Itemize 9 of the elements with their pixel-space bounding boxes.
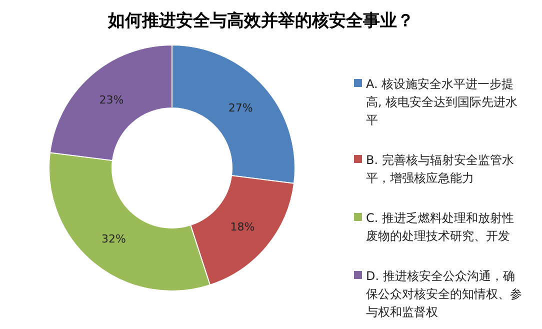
legend-label: D. 推进核安全公众沟通，确保公众对核安全的知情权、参与权和监督权 bbox=[366, 269, 522, 319]
legend-label: B. 完善核与辐射安全监管水平，增强核应急能力 bbox=[366, 153, 514, 185]
chart-title: 如何推进安全与高效并举的核安全事业？ bbox=[107, 11, 414, 31]
legend-label: C. 推进乏燃料处理和放射性废物的处理技术研究、开发 bbox=[366, 211, 514, 243]
legend-label: A. 核设施安全水平进一步提高, 核电安全达到国际先进水平 bbox=[366, 77, 518, 127]
data-label: 18% bbox=[230, 220, 255, 234]
data-label: 27% bbox=[228, 101, 253, 114]
data-label: 23% bbox=[99, 93, 124, 106]
data-label: 32% bbox=[101, 232, 126, 246]
